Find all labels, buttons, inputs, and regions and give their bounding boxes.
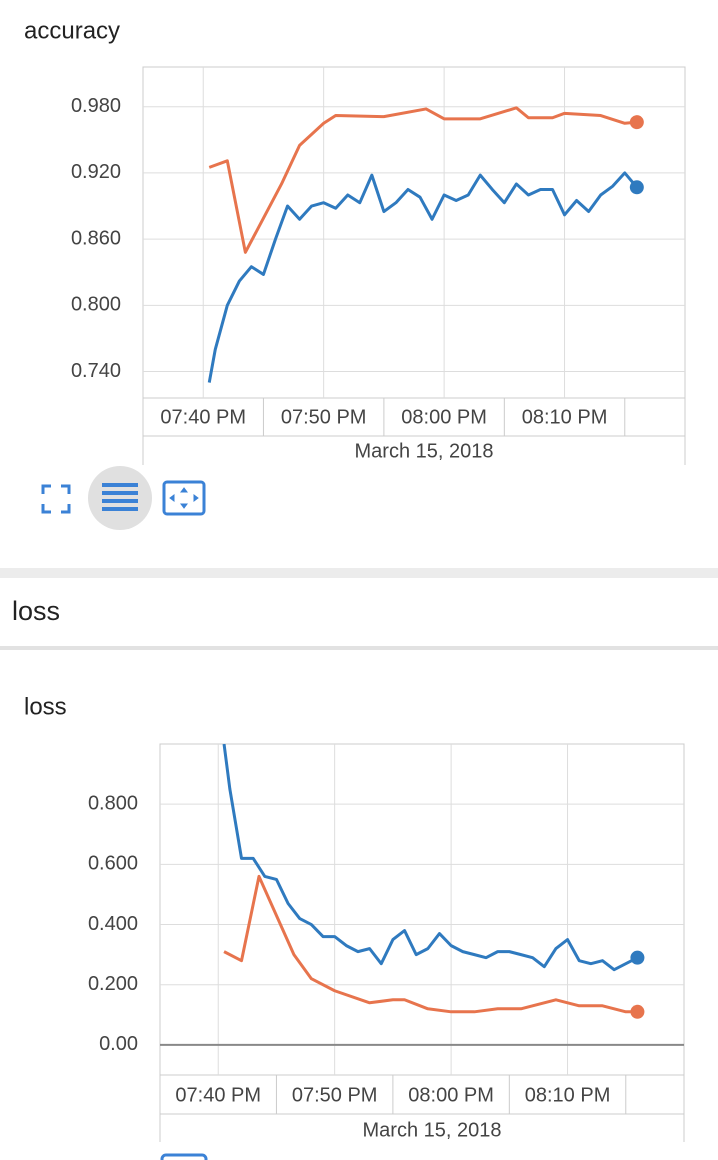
series-line [223,874,638,1014]
card-toolbar [41,466,206,530]
y-tick-label: 0.860 [71,227,121,249]
x-axis-label: March 15, 2018 [363,1119,502,1141]
toggle-log-button[interactable] [88,466,152,530]
chart: loss 07:40 PM 07:50 PM 08:00 PM 08:10 PM Marc… [24,693,685,1142]
y-tick-label: 0.800 [88,792,138,814]
fullscreen-button[interactable] [41,484,71,514]
fit-domain-button[interactable] [162,480,206,516]
divider [0,646,718,650]
series-line [222,744,639,972]
chart: accuracy 07:40 PM 07:50 PM 08:00 PM 08:10 PM… [24,17,686,465]
toggle-log-icon [102,483,138,511]
divider [0,568,718,578]
x-tick-label: 08:10 PM [522,406,608,428]
x-axis-label: March 15, 2018 [355,440,494,462]
series-line [207,171,638,383]
y-tick-label: 0.800 [71,294,121,316]
series-end-dot [630,950,645,965]
fit-domain-icon [169,487,199,509]
y-tick-label: 0.740 [71,360,121,382]
x-tick-label: 07:40 PM [160,406,246,428]
group-header: loss [12,596,60,626]
chart-title: loss [24,693,67,720]
group-header-bar[interactable] [0,578,718,648]
y-tick-label: 0.200 [88,973,138,995]
y-tick-label: 0.600 [88,853,138,875]
series-end-dot [629,180,644,195]
x-tick-label: 08:00 PM [408,1084,494,1106]
x-tick-label: 08:10 PM [525,1084,611,1106]
y-tick-label: 0.980 [71,95,121,117]
y-tick-label: 0.400 [88,913,138,935]
x-tick-label: 07:40 PM [175,1084,261,1106]
series-end-dot [630,1004,645,1019]
x-tick-label: 07:50 PM [281,406,367,428]
series-end-dot [629,115,644,130]
x-tick-label: 08:00 PM [401,406,487,428]
y-tick-label: 0.00 [99,1033,138,1055]
series-line [208,106,637,254]
chart-title: accuracy [24,17,120,44]
plot-area [159,743,685,1076]
fullscreen-button[interactable] [160,1153,208,1160]
x-tick-label: 07:50 PM [292,1084,378,1106]
y-tick-label: 0.920 [71,161,121,183]
plot-area [142,66,686,399]
